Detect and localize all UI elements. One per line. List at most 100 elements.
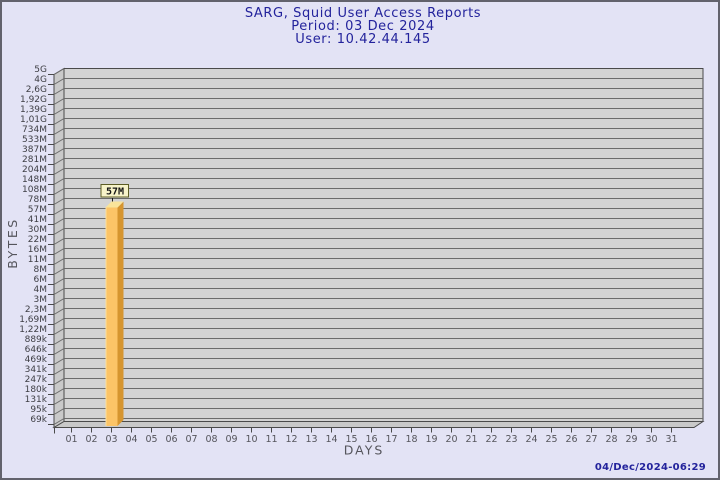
y-tick-label: 1,92G [20,95,47,105]
x-day-label: 04 [125,434,137,445]
y-tick-label: 734M [22,125,47,135]
grid-depth-diagonal [53,258,65,265]
bar-side-day-03 [117,201,124,426]
grid-depth-diagonal [53,98,65,105]
y-tick-label: 2,6G [26,85,47,95]
chart-floor [52,421,705,428]
x-day-label: 31 [665,434,677,445]
y-tick-label: 11M [28,255,47,265]
chart-back-wall [63,68,704,422]
y-tick-label: 387M [22,145,47,155]
grid-depth-diagonal [53,78,65,85]
grid-depth-diagonal [53,88,65,95]
x-day-label: 23 [505,434,517,445]
x-day-label: 03 [105,434,117,445]
bar-value-label: 57M [106,187,124,198]
x-day-label: 01 [65,434,77,445]
grid-depth-diagonal [53,218,65,225]
grid-depth-diagonal [53,388,65,395]
grid-depth-diagonal [53,308,65,315]
x-day-label: 06 [165,434,177,445]
bar-top-day-03 [105,201,124,208]
x-day-label: 29 [625,434,637,445]
grid-depth-diagonal [53,288,65,295]
x-day-label: 14 [325,434,337,445]
y-tick-label: 69k [30,415,47,425]
y-tick-label: 247k [25,375,48,385]
grid-depth-diagonal [53,408,65,415]
grid-depth-diagonal [53,178,65,185]
y-tick-label: 180k [25,385,48,395]
x-day-label: 27 [585,434,597,445]
x-day-label: 09 [225,434,237,445]
grid-depth-diagonal [53,188,65,195]
y-tick-label: 1,22M [19,325,47,335]
y-tick-label: 30M [28,225,47,235]
x-day-label: 05 [145,434,157,445]
y-tick-label: 889k [25,335,48,345]
y-tick-label: 1,69M [19,315,47,325]
y-tick-label: 148M [22,175,47,185]
y-tick-label: 341k [25,365,48,375]
x-day-label: 10 [245,434,257,445]
x-axis-title: DAYS [344,443,385,458]
y-tick-label: 16M [28,245,47,255]
grid-depth-diagonal [53,318,65,325]
grid-depth-diagonal [53,68,65,75]
y-tick-label: 3M [34,295,48,305]
grid-depth-diagonal [53,298,65,305]
x-day-label: 30 [645,434,657,445]
x-day-label: 12 [285,434,297,445]
y-tick-label: 533M [22,135,47,145]
y-tick-label: 1,01G [20,115,47,125]
x-day-label: 22 [485,434,497,445]
grid-depth-diagonal [53,108,65,115]
grid-depth-diagonal [53,358,65,365]
y-tick-label: 469k [25,355,48,365]
grid-depth-diagonal [53,278,65,285]
bar-value-flag [100,184,129,198]
x-day-label: 13 [305,434,317,445]
grid-depth-diagonal [53,248,65,255]
grid-depth-diagonal [53,148,65,155]
y-tick-label: 108M [22,185,47,195]
grid-depth-diagonal [53,198,65,205]
x-day-label: 28 [605,434,617,445]
x-day-label: 16 [365,434,377,445]
y-tick-label: 281M [22,155,47,165]
x-day-label: 18 [405,434,417,445]
x-day-label: 26 [565,434,577,445]
grid-depth-diagonal [53,348,65,355]
y-tick-label: 1,39G [20,105,47,115]
y-tick-label: 646k [25,345,48,355]
y-tick-label: 204M [22,165,47,175]
grid-depth-diagonal [53,398,65,405]
grid-depth-diagonal [53,158,65,165]
y-tick-label: 4G [34,75,47,85]
x-day-label: 17 [385,434,397,445]
grid-depth-diagonal [53,208,65,215]
y-tick-label: 95k [30,405,47,415]
y-tick-label: 4M [34,285,48,295]
x-day-label: 21 [465,434,477,445]
grid-depth-diagonal [53,238,65,245]
x-day-label: 11 [265,434,277,445]
y-tick-label: 22M [28,235,47,245]
grid-depth-diagonal [53,378,65,385]
grid-depth-diagonal [53,338,65,345]
y-tick-label: 78M [28,195,47,205]
grid-depth-diagonal [53,328,65,335]
bar-front-day-03 [105,207,118,426]
chart-title: SARG, Squid User Access Reports [244,6,482,21]
x-day-label: 02 [85,434,97,445]
x-day-label: 15 [345,434,357,445]
grid-depth-diagonal [53,138,65,145]
y-tick-label: 2,3M [25,305,47,315]
x-day-label: 07 [185,434,197,445]
x-day-label: 19 [425,434,437,445]
grid-depth-diagonal [53,128,65,135]
grid-depth-diagonal [53,168,65,175]
grid-depth-diagonal [53,268,65,275]
